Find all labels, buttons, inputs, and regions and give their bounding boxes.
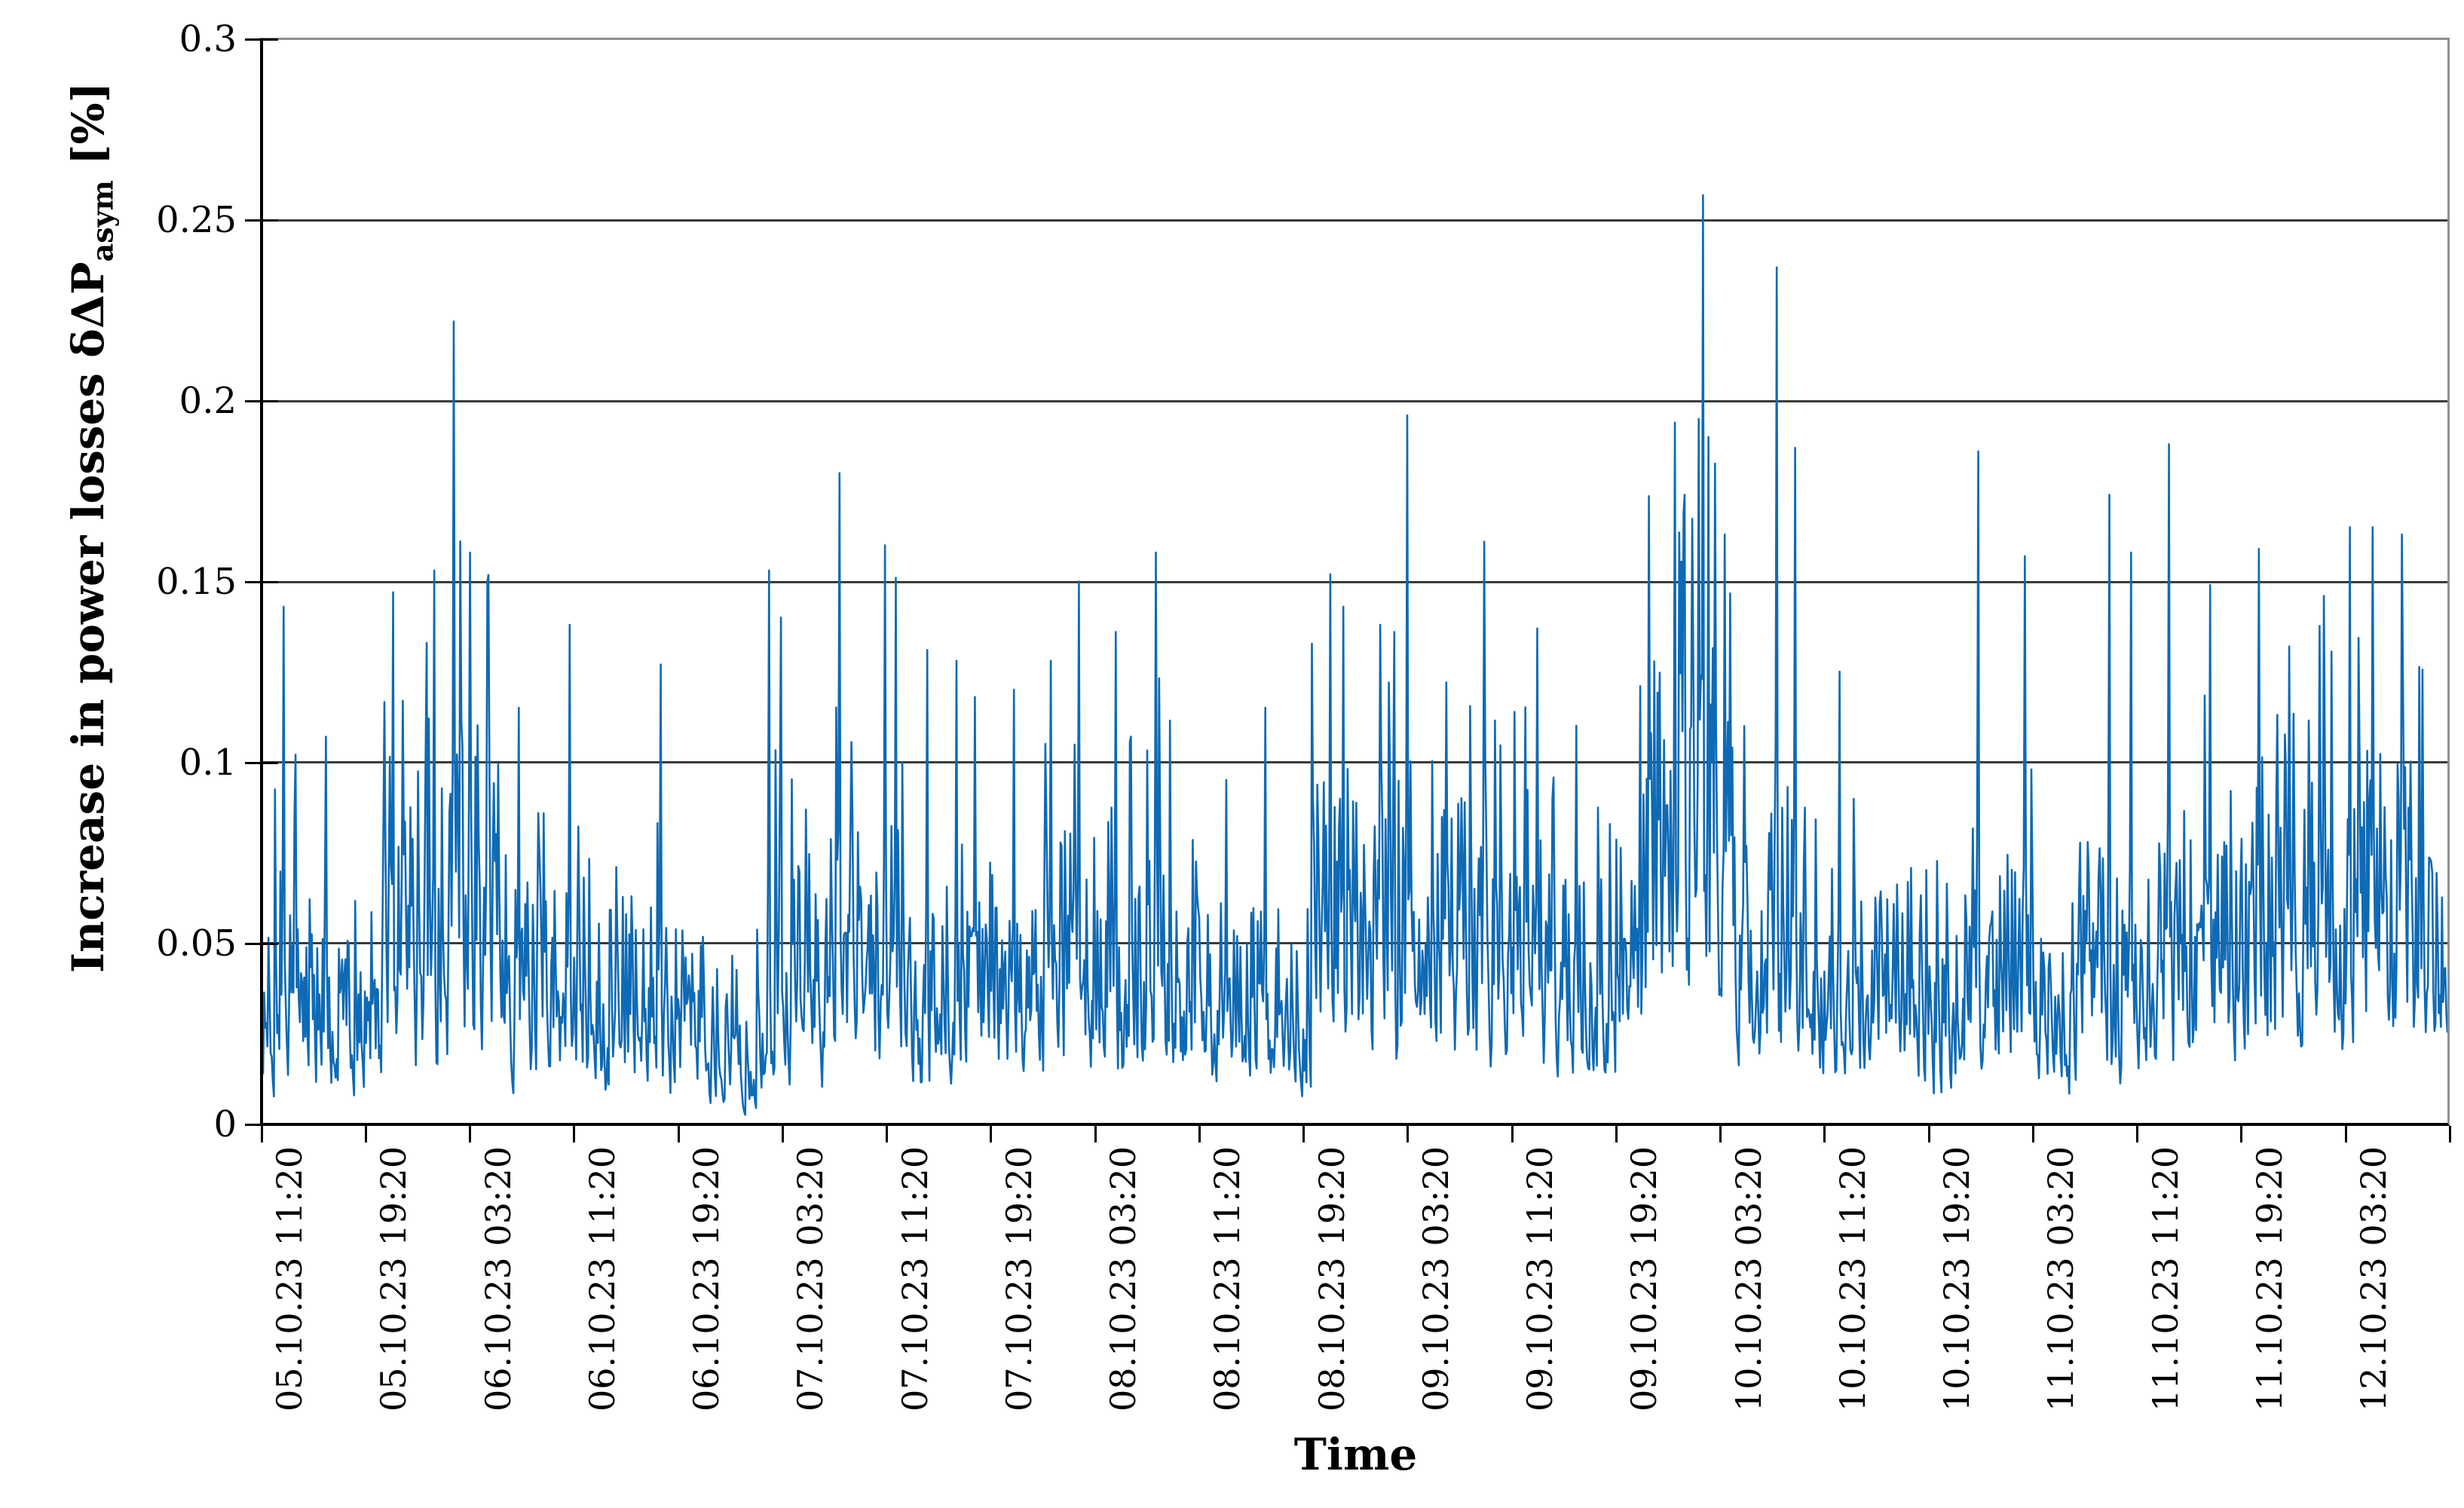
plot-area xyxy=(260,38,2450,1126)
x-tick-label: 06.10.23 03:20 xyxy=(477,1146,519,1412)
y-tick xyxy=(245,943,278,945)
x-tick xyxy=(364,1126,367,1142)
x-tick xyxy=(2136,1126,2138,1142)
x-tick xyxy=(1927,1126,1930,1142)
y-tick xyxy=(245,1124,278,1126)
x-tick-label: 11.10.23 19:20 xyxy=(2248,1146,2290,1412)
x-tick xyxy=(260,1126,263,1142)
x-tick-label: 10.10.23 11:20 xyxy=(1832,1146,1873,1412)
data-series-line xyxy=(263,194,2447,1116)
x-tick xyxy=(990,1126,993,1142)
y-gridline xyxy=(263,581,2447,583)
x-tick-label: 09.10.23 11:20 xyxy=(1520,1146,1560,1412)
x-tick-label: 09.10.23 19:20 xyxy=(1624,1146,1665,1412)
y-gridline xyxy=(263,219,2447,222)
x-tick xyxy=(573,1126,576,1142)
x-tick xyxy=(2448,1126,2451,1142)
y-tick xyxy=(245,38,278,41)
x-tick xyxy=(2344,1126,2347,1142)
x-tick xyxy=(1823,1126,1826,1142)
x-tick xyxy=(469,1126,471,1142)
y-tick-label: 0.15 xyxy=(156,561,237,603)
y-gridline xyxy=(263,400,2447,402)
y-tick xyxy=(245,581,278,583)
x-tick-label: 07.10.23 03:20 xyxy=(790,1146,831,1412)
x-tick-label: 11.10.23 03:20 xyxy=(2040,1146,2082,1412)
y-axis-title-text: Increase in power losses δΔP xyxy=(63,262,114,974)
x-tick xyxy=(2240,1126,2243,1142)
x-tick-label: 07.10.23 11:20 xyxy=(894,1146,935,1412)
y-tick-label: 0 xyxy=(213,1103,237,1146)
y-axis-title-unit: [%] xyxy=(63,81,114,181)
x-tick-label: 11.10.23 11:20 xyxy=(2144,1146,2186,1412)
x-tick xyxy=(886,1126,888,1142)
y-tick xyxy=(245,400,278,402)
y-tick-label: 0.3 xyxy=(179,18,237,60)
x-tick xyxy=(781,1126,784,1142)
y-tick xyxy=(245,762,278,764)
y-gridline xyxy=(263,761,2447,763)
y-gridline xyxy=(263,942,2447,944)
x-tick-label: 12.10.23 03:20 xyxy=(2353,1146,2394,1412)
y-tick-label: 0.05 xyxy=(156,922,237,965)
x-tick xyxy=(2031,1126,2034,1142)
x-tick-label: 10.10.23 19:20 xyxy=(1936,1146,1977,1412)
x-tick-label: 06.10.23 11:20 xyxy=(581,1146,623,1412)
x-tick-label: 06.10.23 19:20 xyxy=(686,1146,727,1412)
gridlines xyxy=(263,40,2447,1123)
y-tick xyxy=(245,219,278,222)
x-tick xyxy=(1615,1126,1618,1142)
x-tick-label: 09.10.23 03:20 xyxy=(1415,1146,1456,1412)
x-tick-label: 08.10.23 11:20 xyxy=(1207,1146,1248,1412)
x-tick xyxy=(1406,1126,1410,1142)
x-axis-title: Time xyxy=(1293,1429,1418,1480)
x-tick-label: 10.10.23 03:20 xyxy=(1728,1146,1769,1412)
x-tick xyxy=(677,1126,680,1142)
series-polyline xyxy=(263,194,2447,1116)
x-tick-label: 05.10.23 19:20 xyxy=(373,1146,415,1412)
x-tick xyxy=(1719,1126,1722,1142)
x-tick xyxy=(1302,1126,1305,1142)
x-tick-label: 07.10.23 19:20 xyxy=(998,1146,1039,1412)
x-tick xyxy=(1511,1126,1514,1142)
y-tick-label: 0.25 xyxy=(156,199,237,241)
y-tick-label: 0.1 xyxy=(179,742,237,784)
x-tick xyxy=(1094,1126,1097,1142)
x-tick xyxy=(1198,1126,1201,1142)
x-tick-label: 08.10.23 03:20 xyxy=(1103,1146,1143,1412)
x-tick-label: 05.10.23 11:20 xyxy=(269,1146,310,1412)
x-tick-label: 08.10.23 19:20 xyxy=(1311,1146,1352,1412)
y-tick-label: 0.2 xyxy=(179,380,237,422)
